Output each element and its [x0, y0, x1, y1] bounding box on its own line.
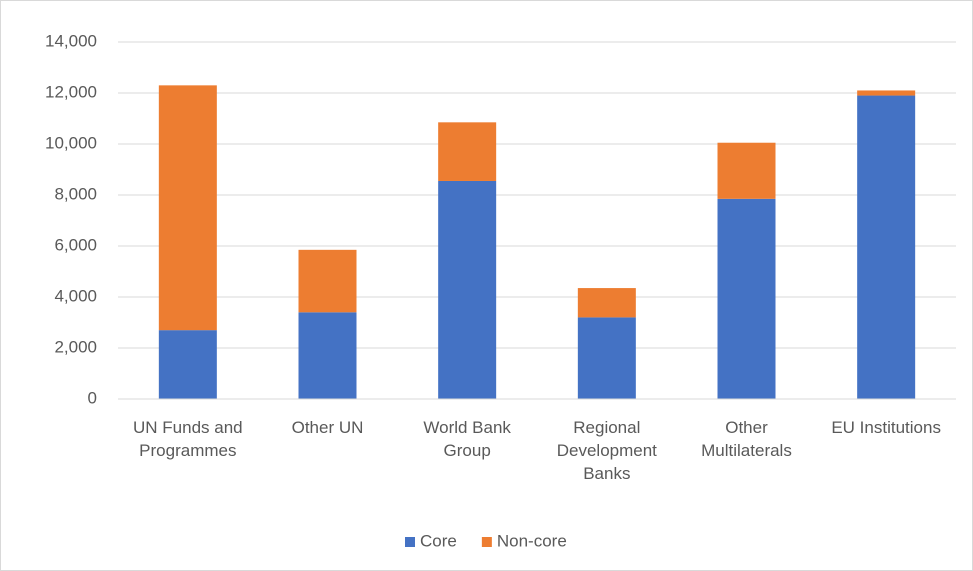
bar-segment — [857, 95, 916, 400]
x-tick-label: Other Multilaterals — [701, 418, 792, 460]
y-tick-label: 2,000 — [54, 337, 97, 356]
bar-segment — [158, 85, 217, 331]
bar-segment — [438, 122, 497, 181]
legend-swatch — [405, 537, 415, 547]
x-tick-label: Regional Development Banks — [556, 418, 657, 483]
bar-segment — [298, 312, 357, 399]
x-tick-label: UN Funds and Programmes — [133, 418, 243, 460]
bar-segment — [577, 317, 636, 399]
bar-segment — [438, 180, 497, 399]
y-tick-label: 8,000 — [54, 184, 97, 203]
legend-swatch — [481, 537, 492, 547]
x-tick-label: Other UN — [291, 418, 364, 437]
bar-segment — [717, 198, 776, 399]
bar-segment — [158, 330, 217, 399]
y-tick-label: 14,000 — [45, 31, 97, 50]
bar-segment — [857, 90, 916, 96]
x-tick-label: EU Institutions — [831, 418, 941, 437]
x-tick-label: World Bank Group — [423, 418, 511, 460]
legend-label: Non-core — [497, 531, 567, 550]
bar-segment — [298, 249, 357, 313]
y-tick-label: 4,000 — [54, 286, 97, 305]
y-tick-label: 10,000 — [45, 133, 97, 152]
y-tick-label: 6,000 — [54, 235, 97, 254]
y-tick-label: 12,000 — [45, 82, 97, 101]
bar-segment — [577, 288, 636, 318]
bar-segment — [717, 142, 776, 199]
y-tick-label: 0 — [88, 388, 97, 407]
legend-label: Core — [420, 531, 457, 550]
